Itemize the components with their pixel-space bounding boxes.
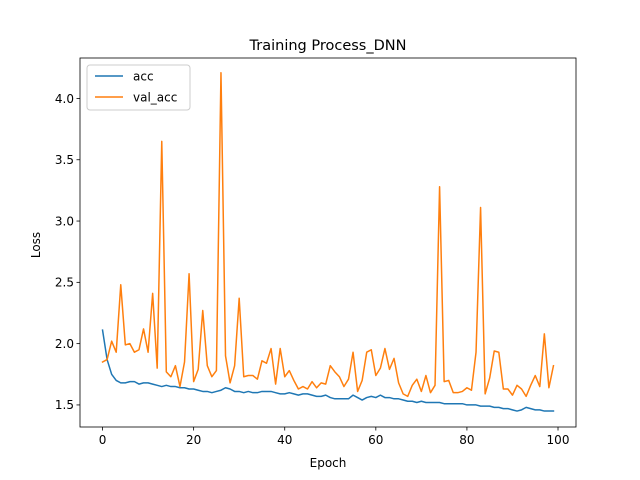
chart-title: Training Process_DNN	[249, 38, 407, 54]
y-tick-label: 3.5	[55, 153, 74, 167]
y-tick-label: 2.5	[55, 276, 74, 290]
x-tick-label: 100	[547, 433, 570, 447]
x-tick-label: 80	[459, 433, 474, 447]
y-tick-label: 2.0	[55, 337, 74, 351]
y-tick-label: 3.0	[55, 214, 74, 228]
axes	[79, 57, 577, 428]
y-tick-label: 4.0	[55, 92, 74, 106]
x-tick-label: 40	[277, 433, 292, 447]
axes-frame	[79, 57, 577, 428]
x-tick-label: 20	[186, 433, 201, 447]
legend: acc val_acc	[86, 64, 191, 111]
y-tick-label: 1.5	[55, 398, 74, 412]
x-axis-label: Epoch	[310, 456, 347, 470]
series-line-acc	[101, 329, 555, 412]
series-lines	[101, 71, 555, 412]
x-tick-label: 60	[368, 433, 383, 447]
legend-label-val-acc: val_acc	[133, 90, 177, 104]
x-tick-label: 0	[99, 433, 107, 447]
ticks: 0 20 40 60 80 100 1.5 2.0 2.5 3.0 3.5 4.0	[55, 92, 570, 447]
legend-label-acc: acc	[133, 69, 154, 83]
y-axis-label: Loss	[29, 232, 43, 258]
series-line-val-acc	[101, 71, 555, 398]
